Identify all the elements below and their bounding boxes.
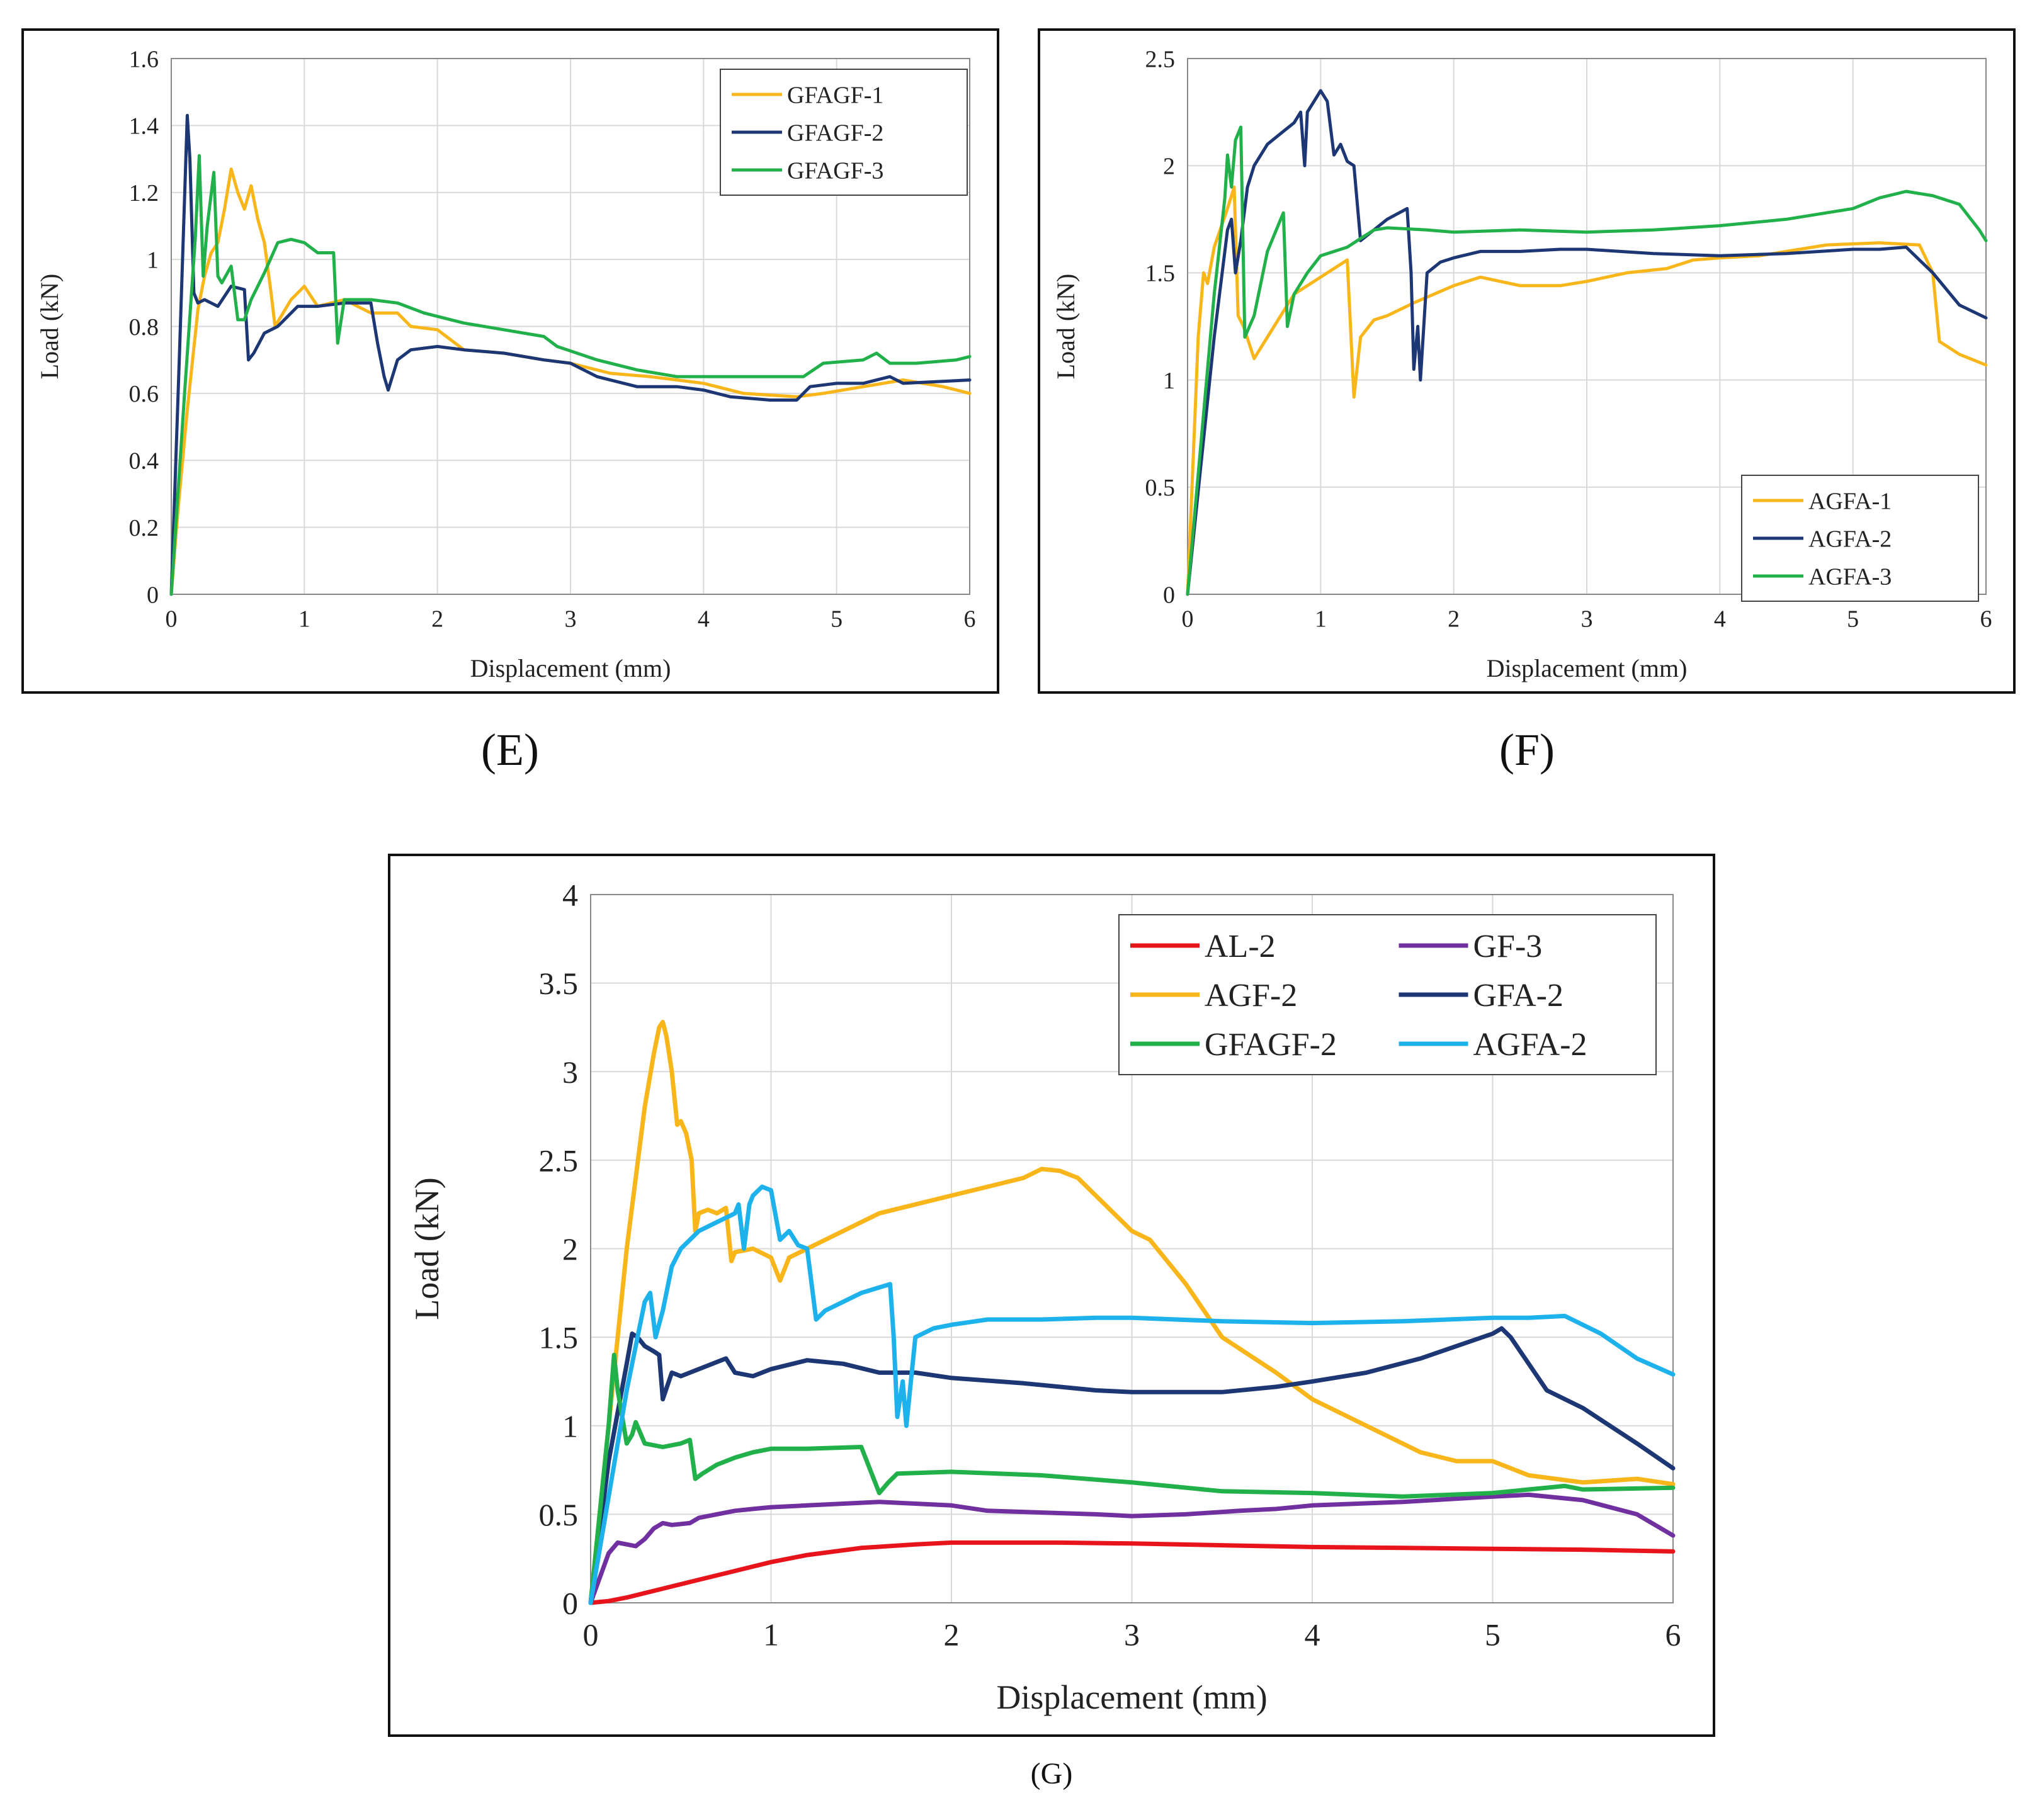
y-tick-label-f-5: 2.5 — [1145, 46, 1176, 72]
y-tick-label-g-4: 2 — [562, 1231, 578, 1267]
y-tick-label-f-0: 0 — [1163, 582, 1175, 608]
series-line-f-agfa-3 — [1186, 125, 1988, 596]
legend-label-f-1: AGFA-2 — [1808, 526, 1892, 552]
series-line-g-gfa-2 — [588, 1326, 1676, 1605]
legend-label-e-0: GFAGF-1 — [787, 82, 883, 108]
legend-label-g-3: GFA-2 — [1473, 978, 1563, 1014]
x-tick-label-e-4: 4 — [698, 606, 710, 632]
x-tick-label-g-6: 6 — [1665, 1617, 1681, 1653]
legend-label-f-0: AGFA-1 — [1808, 488, 1892, 514]
series-line-f-agfa-1 — [1186, 185, 1988, 596]
x-tick-label-e-5: 5 — [831, 606, 843, 632]
legend-label-g-2: AGF-2 — [1205, 978, 1297, 1014]
x-tick-label-e-3: 3 — [565, 606, 577, 632]
y-tick-label-e-2: 0.4 — [129, 448, 159, 475]
x-axis-label-g: Displacement (mm) — [996, 1678, 1267, 1716]
y-tick-label-f-4: 2 — [1163, 154, 1175, 180]
series-line-e-gfagf-2 — [169, 113, 972, 596]
series-line-g-gfagf-2 — [588, 1352, 1676, 1605]
y-tick-label-f-2: 1 — [1163, 368, 1175, 394]
series-line-e-gfagf-1 — [169, 167, 972, 596]
y-tick-label-f-1: 0.5 — [1145, 475, 1176, 501]
x-tick-label-e-0: 0 — [166, 606, 178, 632]
x-tick-label-g-4: 4 — [1305, 1617, 1320, 1653]
y-tick-label-e-3: 0.6 — [129, 381, 159, 407]
panel-caption-g: (G) — [1030, 1757, 1073, 1790]
x-tick-label-f-4: 4 — [1714, 606, 1726, 632]
chart-panel-g: 0 0.5 1 1.5 2 2.5 3 3.5 4 0 1 2 3 4 5 6 Displacement (mm… — [388, 854, 1715, 1737]
y-tick-label-g-0: 0 — [562, 1586, 578, 1621]
x-tick-label-f-3: 3 — [1581, 606, 1593, 632]
x-tick-label-e-6: 6 — [964, 606, 976, 632]
y-axis-label-f: Load (kN) — [1052, 274, 1080, 380]
y-tick-label-e-5: 1 — [147, 247, 159, 273]
x-axis-label-f: Displacement (mm) — [1487, 654, 1688, 682]
x-tick-label-f-6: 6 — [1980, 606, 1992, 632]
x-tick-label-g-0: 0 — [583, 1617, 599, 1653]
panel-caption-e: (E) — [481, 725, 539, 775]
x-tick-label-f-0: 0 — [1182, 606, 1194, 632]
series-line-e-gfagf-3 — [169, 154, 972, 596]
y-axis-label-g: Load (kN) — [408, 1177, 446, 1320]
x-tick-label-g-2: 2 — [944, 1617, 960, 1653]
y-tick-label-e-7: 1.4 — [129, 113, 159, 140]
x-tick-label-f-5: 5 — [1847, 606, 1859, 632]
plot-area-e — [171, 58, 970, 595]
x-tick-label-f-2: 2 — [1448, 606, 1460, 632]
x-tick-label-e-2: 2 — [431, 606, 443, 632]
y-tick-label-g-1: 0.5 — [539, 1497, 579, 1532]
legend-label-g-4: GFAGF-2 — [1205, 1027, 1337, 1063]
series-line-f-agfa-2 — [1186, 89, 1988, 596]
x-axis-label-e: Displacement (mm) — [470, 654, 671, 682]
y-tick-label-e-1: 0.2 — [129, 515, 159, 541]
legend-label-g-0: AL-2 — [1205, 929, 1276, 964]
y-tick-label-f-3: 1.5 — [1145, 261, 1176, 287]
y-tick-label-g-8: 4 — [562, 878, 578, 913]
x-tick-label-g-3: 3 — [1124, 1617, 1140, 1653]
legend-label-e-2: GFAGF-3 — [787, 157, 883, 184]
legend-label-f-2: AGFA-3 — [1808, 563, 1892, 590]
x-tick-label-f-1: 1 — [1315, 606, 1327, 632]
chart-panel-e: 0 0.2 0.4 0.6 0.8 1 1.2 1.4 1.6 0 1 2 3 4 5 6 Displaceme… — [21, 28, 999, 694]
y-tick-label-g-5: 2.5 — [539, 1143, 579, 1178]
y-tick-label-e-6: 1.2 — [129, 180, 159, 206]
x-tick-label-g-5: 5 — [1485, 1617, 1501, 1653]
y-axis-label-e: Load (kN) — [35, 274, 64, 380]
series-line-g-agfa-2 — [588, 1184, 1676, 1605]
legend-label-g-5: AGFA-2 — [1473, 1027, 1587, 1063]
y-tick-label-e-0: 0 — [147, 582, 159, 608]
legend-label-e-1: GFAGF-2 — [787, 120, 883, 146]
x-tick-label-e-1: 1 — [298, 606, 310, 632]
y-tick-label-g-2: 1 — [562, 1408, 578, 1444]
plot-area-g — [590, 894, 1674, 1603]
y-tick-label-g-7: 3.5 — [539, 966, 579, 1001]
panel-caption-f: (F) — [1499, 725, 1555, 775]
y-tick-label-g-6: 3 — [562, 1054, 578, 1090]
series-line-g-al-2 — [588, 1540, 1676, 1605]
series-line-g-gf-3 — [588, 1492, 1676, 1605]
plot-area-f — [1187, 58, 1987, 595]
legend-box-g — [1118, 914, 1657, 1075]
y-tick-label-e-8: 1.6 — [129, 46, 159, 72]
y-tick-label-g-3: 1.5 — [539, 1320, 579, 1355]
x-tick-label-g-1: 1 — [763, 1617, 779, 1653]
legend-label-g-1: GF-3 — [1473, 929, 1543, 964]
chart-panel-f: 0 0.5 1 1.5 2 2.5 0 1 2 3 4 5 6 Displacement (mm) Load… — [1038, 28, 2016, 694]
y-tick-label-e-4: 0.8 — [129, 314, 159, 341]
